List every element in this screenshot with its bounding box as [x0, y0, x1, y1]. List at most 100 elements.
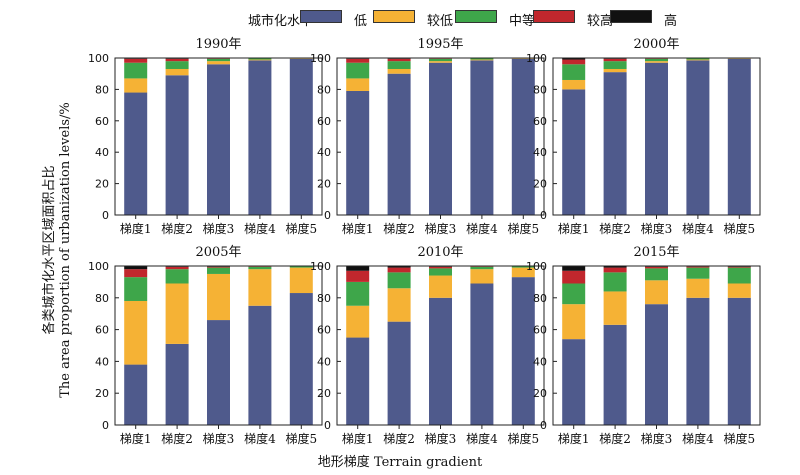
bar-segment [686, 278, 710, 298]
bar-segment [562, 64, 586, 80]
bar-segment [562, 270, 586, 284]
x-tick-label: 梯度3 [203, 221, 235, 236]
bar-segment [727, 58, 751, 215]
bar-segment [686, 266, 710, 268]
bar-segment [470, 60, 494, 216]
bar-segment [429, 275, 452, 298]
x-tick-label: 梯度4 [682, 221, 714, 236]
bar-segment [248, 269, 272, 306]
y-tick-label: 20 [317, 178, 331, 191]
bar-segment [387, 68, 411, 74]
bar-segment [645, 268, 668, 281]
y-tick-label: 60 [533, 115, 547, 128]
x-tick-label: 梯度1 [558, 221, 590, 236]
legend-swatch-lower [373, 10, 415, 23]
bar-segment [387, 73, 411, 215]
bar-segment [429, 58, 452, 62]
y-tick-label: 20 [317, 387, 331, 400]
y-tick-label: 100 [88, 260, 109, 273]
y-axis-label-zh: 各类城市化水平区域面积占比 [42, 165, 57, 335]
bar-segment [429, 297, 452, 425]
y-tick-label: 60 [317, 115, 331, 128]
bar-segment [645, 280, 668, 305]
bar-segment [562, 89, 586, 215]
y-tick-label: 40 [533, 146, 547, 159]
x-tick-label: 梯度4 [466, 431, 498, 446]
bar-segment [727, 266, 751, 268]
bar-segment [387, 321, 411, 425]
legend-label-low: 低 [354, 14, 368, 29]
bar-segment [207, 266, 230, 268]
bar-segment [686, 267, 710, 279]
legend-label-lower: 较低 [427, 14, 454, 29]
y-axis-label-en: The area proportion of urbanization leve… [58, 102, 73, 398]
bar-segment [470, 59, 494, 61]
y-tick-label: 0 [102, 209, 109, 222]
bar-segment [124, 92, 148, 215]
bar-segment [207, 273, 230, 321]
bar-segment [511, 266, 535, 268]
bar-segment [124, 277, 148, 301]
bar-segment [346, 78, 370, 91]
bar-segment [727, 297, 751, 425]
legend-title: 城市化水平 [248, 14, 314, 29]
y-tick-label: 0 [324, 209, 331, 222]
y-tick-label: 60 [533, 324, 547, 337]
legend-label-medium: 中等 [509, 14, 536, 29]
bar-segment [124, 269, 148, 278]
bar-segment [429, 62, 452, 216]
y-tick-label: 80 [95, 292, 109, 305]
bar-segment [207, 61, 230, 65]
bar-segment [248, 305, 272, 425]
y-axis-label: 各类城市化水平区域面积占比 The area proportion of urb… [42, 102, 74, 398]
y-tick-label: 80 [533, 292, 547, 305]
bar-segment [346, 305, 370, 338]
x-tick-label: 梯度2 [161, 221, 193, 236]
plot-frame [552, 57, 761, 216]
x-tick-label: 梯度1 [120, 221, 152, 236]
bar-segment [207, 267, 230, 274]
plot-frame [114, 57, 323, 216]
y-tick-label: 100 [526, 260, 547, 273]
bar-segment [289, 266, 313, 268]
legend-swatch-medium [455, 10, 497, 23]
y-tick-label: 60 [95, 324, 109, 337]
x-tick-label: 梯度3 [641, 221, 673, 236]
y-tick-label: 0 [540, 419, 547, 432]
bar-segment [207, 58, 230, 62]
bar-segment [603, 72, 627, 215]
bar-segment [346, 266, 370, 271]
bar-segment [603, 272, 627, 292]
chart-title: 2000年 [633, 37, 679, 52]
bar-segment [603, 291, 627, 325]
bar-segment [207, 320, 230, 425]
bar-segment [387, 58, 411, 62]
chart-title: 1990年 [195, 37, 241, 52]
bar-segment [686, 60, 710, 216]
bar-segment [248, 266, 272, 270]
legend-swatch-high [610, 10, 652, 23]
bar-segment [346, 90, 370, 215]
plot-frame [336, 57, 545, 216]
x-axis-label: 地形梯度 Terrain gradient [317, 455, 483, 470]
bar-segment [387, 288, 411, 322]
bar-segment [645, 304, 668, 425]
bar-segment [562, 266, 586, 271]
bar-segment [124, 58, 148, 63]
bar-segment [289, 267, 313, 294]
bar-segment [387, 267, 411, 273]
y-tick-label: 60 [95, 115, 109, 128]
x-tick-label: 梯度4 [244, 431, 276, 446]
x-tick-label: 梯度2 [383, 431, 415, 446]
y-tick-label: 40 [533, 355, 547, 368]
y-tick-label: 20 [95, 387, 109, 400]
chart-title: 2015年 [633, 245, 679, 260]
bar-segment [346, 62, 370, 79]
bar-segment [511, 277, 535, 425]
y-tick-label: 100 [310, 260, 331, 273]
bar-segment [603, 58, 627, 62]
y-tick-label: 80 [317, 292, 331, 305]
bar-segment [429, 268, 452, 276]
bar-segment [470, 266, 494, 270]
